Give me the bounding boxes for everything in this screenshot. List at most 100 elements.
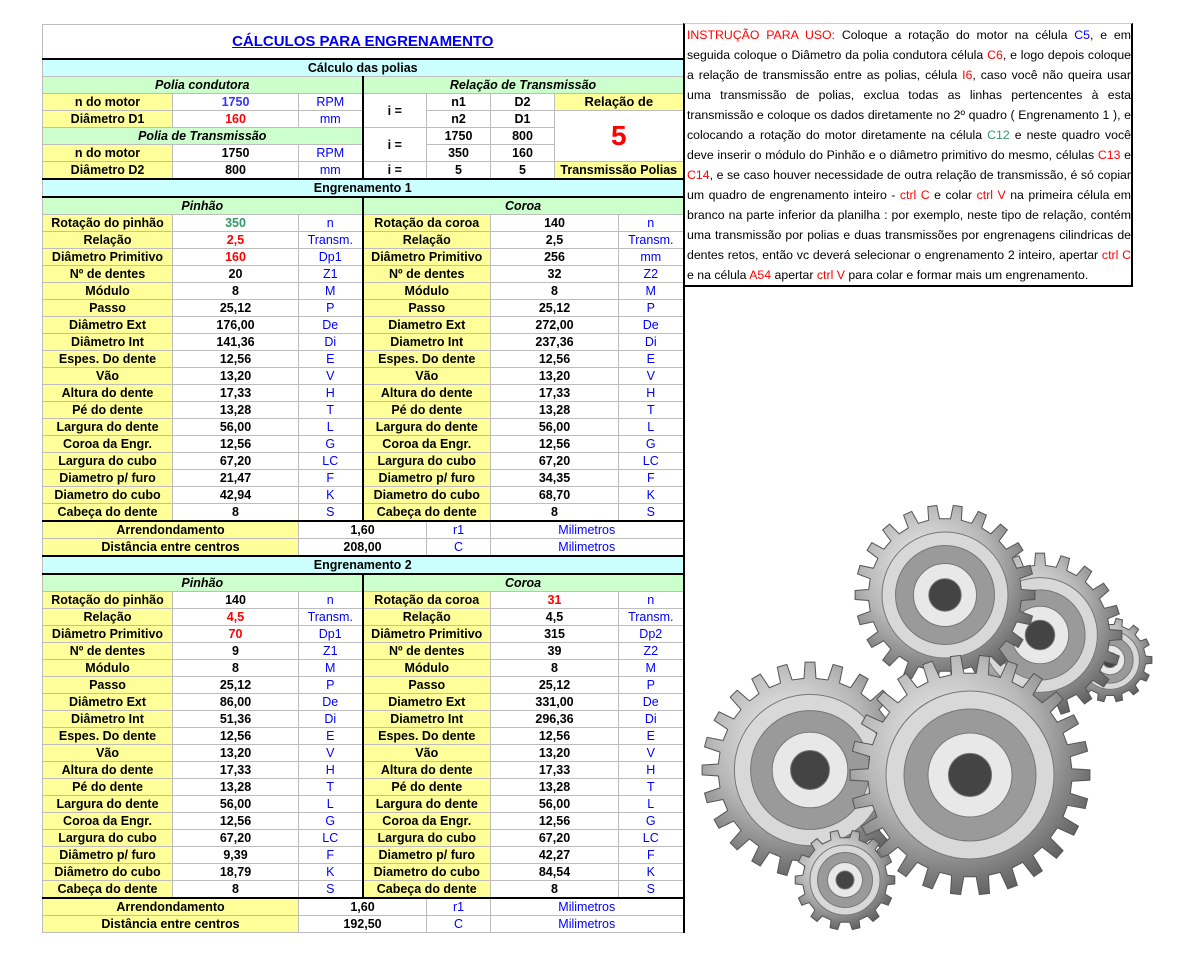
pinion-param-unit[interactable]: H (298, 384, 363, 402)
crown-param-unit[interactable]: Di (617, 710, 685, 728)
pinion-param-unit[interactable]: E (298, 727, 363, 745)
pinion-param-unit[interactable]: K (298, 863, 363, 881)
pinion-param-value[interactable]: 12,56 (172, 727, 299, 745)
crown-param-value[interactable]: 56,00 (490, 418, 619, 436)
relation-label-bottom[interactable]: Transmissão Polias (553, 161, 685, 180)
formula-n2[interactable]: n2 (426, 110, 491, 128)
pinion-param-unit[interactable]: P (298, 299, 363, 317)
crown-param-unit[interactable]: K (617, 863, 685, 881)
d1-unit[interactable]: mm (298, 110, 363, 128)
pinion-param-unit[interactable]: G (298, 812, 363, 830)
pinion-param-label[interactable]: Passo (42, 676, 173, 694)
value-d1[interactable]: 160 (490, 144, 555, 162)
crown-param-unit[interactable]: Transm. (617, 231, 685, 249)
gear-section-header[interactable]: Engrenamento 2 (41, 555, 685, 575)
motor-rpm-unit[interactable]: RPM (298, 93, 363, 111)
pinion-param-value[interactable]: 17,33 (172, 761, 299, 779)
pinion-param-label[interactable]: Coroa da Engr. (42, 435, 173, 453)
crown-param-value[interactable]: 12,56 (490, 350, 619, 368)
crown-param-label[interactable]: Diametro p/ furo (361, 469, 491, 487)
pinion-param-unit[interactable]: Z1 (298, 642, 363, 660)
d2-unit[interactable]: mm (298, 161, 363, 180)
formula-d2[interactable]: D2 (490, 93, 555, 111)
crown-param-unit[interactable]: S (617, 503, 685, 522)
pinion-param-unit[interactable]: E (298, 350, 363, 368)
gear-section-header[interactable]: Engrenamento 1 (41, 178, 685, 198)
pinion-param-label[interactable]: Diametro do cubo (42, 486, 173, 504)
crown-param-value[interactable]: 8 (490, 659, 619, 677)
crown-param-label[interactable]: Cabeça do dente (361, 880, 491, 899)
pinion-param-unit[interactable]: G (298, 435, 363, 453)
crown-param-label[interactable]: Rotação da coroa (361, 214, 491, 232)
crown-param-unit[interactable]: LC (617, 452, 685, 470)
pinion-param-label[interactable]: Nº de dentes (42, 642, 173, 660)
crown-param-label[interactable]: Diametro Ext (361, 316, 491, 334)
crown-param-value[interactable]: 32 (490, 265, 619, 283)
pinion-param-value[interactable]: 2,5 (172, 231, 299, 249)
pinion-param-unit[interactable]: F (298, 469, 363, 487)
footer-value[interactable]: 1,60 (298, 520, 427, 539)
pinion-param-unit[interactable]: n (298, 214, 363, 232)
crown-param-unit[interactable]: V (617, 744, 685, 762)
crown-param-label[interactable]: Espes. Do dente (361, 727, 491, 745)
crown-param-value[interactable]: 315 (490, 625, 619, 643)
pinion-param-unit[interactable]: De (298, 316, 363, 334)
crown-header[interactable]: Coroa (361, 196, 685, 215)
crown-param-unit[interactable]: Z2 (617, 642, 685, 660)
crown-param-value[interactable]: 2,5 (490, 231, 619, 249)
crown-param-value[interactable]: 140 (490, 214, 619, 232)
pinion-param-label[interactable]: Rotação do pinhão (42, 591, 173, 609)
driven-rpm-label[interactable]: n do motor (42, 144, 173, 162)
pinion-param-value[interactable]: 70 (172, 625, 299, 643)
pinion-param-label[interactable]: Diâmetro Int (42, 333, 173, 351)
pinion-param-unit[interactable]: L (298, 795, 363, 813)
pinion-param-label[interactable]: Diâmetro p/ furo (42, 846, 173, 864)
crown-param-unit[interactable]: E (617, 727, 685, 745)
crown-param-value[interactable]: 39 (490, 642, 619, 660)
pinion-param-value[interactable]: 176,00 (172, 316, 299, 334)
crown-param-value[interactable]: 8 (490, 282, 619, 300)
pinion-header[interactable]: Pinhão (42, 196, 363, 215)
crown-param-unit[interactable]: V (617, 367, 685, 385)
pinion-param-value[interactable]: 12,56 (172, 812, 299, 830)
footer-value[interactable]: 208,00 (298, 538, 427, 557)
crown-param-value[interactable]: 237,36 (490, 333, 619, 351)
footer-label[interactable]: Arrendondamento (42, 520, 299, 539)
crown-param-unit[interactable]: M (617, 659, 685, 677)
crown-header[interactable]: Coroa (361, 573, 685, 592)
crown-param-value[interactable]: 331,00 (490, 693, 619, 711)
pinion-param-unit[interactable]: Di (298, 710, 363, 728)
crown-param-unit[interactable]: n (617, 591, 685, 609)
pinion-param-unit[interactable]: F (298, 846, 363, 864)
crown-param-unit[interactable]: P (617, 676, 685, 694)
pinion-param-value[interactable]: 9 (172, 642, 299, 660)
crown-param-unit[interactable]: Transm. (617, 608, 685, 626)
formula-d1[interactable]: D1 (490, 110, 555, 128)
pinion-param-value[interactable]: 13,20 (172, 367, 299, 385)
pinion-param-value[interactable]: 86,00 (172, 693, 299, 711)
crown-param-value[interactable]: 13,20 (490, 744, 619, 762)
i-label-2[interactable]: i = (361, 127, 427, 162)
pinion-param-value[interactable]: 51,36 (172, 710, 299, 728)
crown-param-unit[interactable]: G (617, 812, 685, 830)
crown-param-unit[interactable]: F (617, 846, 685, 864)
crown-param-label[interactable]: Relação (361, 231, 491, 249)
pinion-param-label[interactable]: Diâmetro Primitivo (42, 248, 173, 266)
crown-param-value[interactable]: 296,36 (490, 710, 619, 728)
d2-value[interactable]: 800 (172, 161, 299, 180)
crown-param-unit[interactable]: Dp2 (617, 625, 685, 643)
crown-param-unit[interactable]: n (617, 214, 685, 232)
pinion-param-label[interactable]: Altura do dente (42, 384, 173, 402)
pinion-param-label[interactable]: Largura do dente (42, 795, 173, 813)
pinion-param-label[interactable]: Coroa da Engr. (42, 812, 173, 830)
crown-param-label[interactable]: Diametro Int (361, 710, 491, 728)
crown-param-label[interactable]: Diametro Ext (361, 693, 491, 711)
d2-label[interactable]: Diâmetro D2 (42, 161, 173, 180)
ratio-header[interactable]: Relação de Transmissão (361, 76, 685, 94)
pinion-param-value[interactable]: 21,47 (172, 469, 299, 487)
value-n1[interactable]: 1750 (426, 127, 491, 145)
pinion-param-label[interactable]: Relação (42, 231, 173, 249)
crown-param-unit[interactable]: S (617, 880, 685, 899)
crown-param-label[interactable]: Nº de dentes (361, 642, 491, 660)
pinion-param-value[interactable]: 67,20 (172, 452, 299, 470)
